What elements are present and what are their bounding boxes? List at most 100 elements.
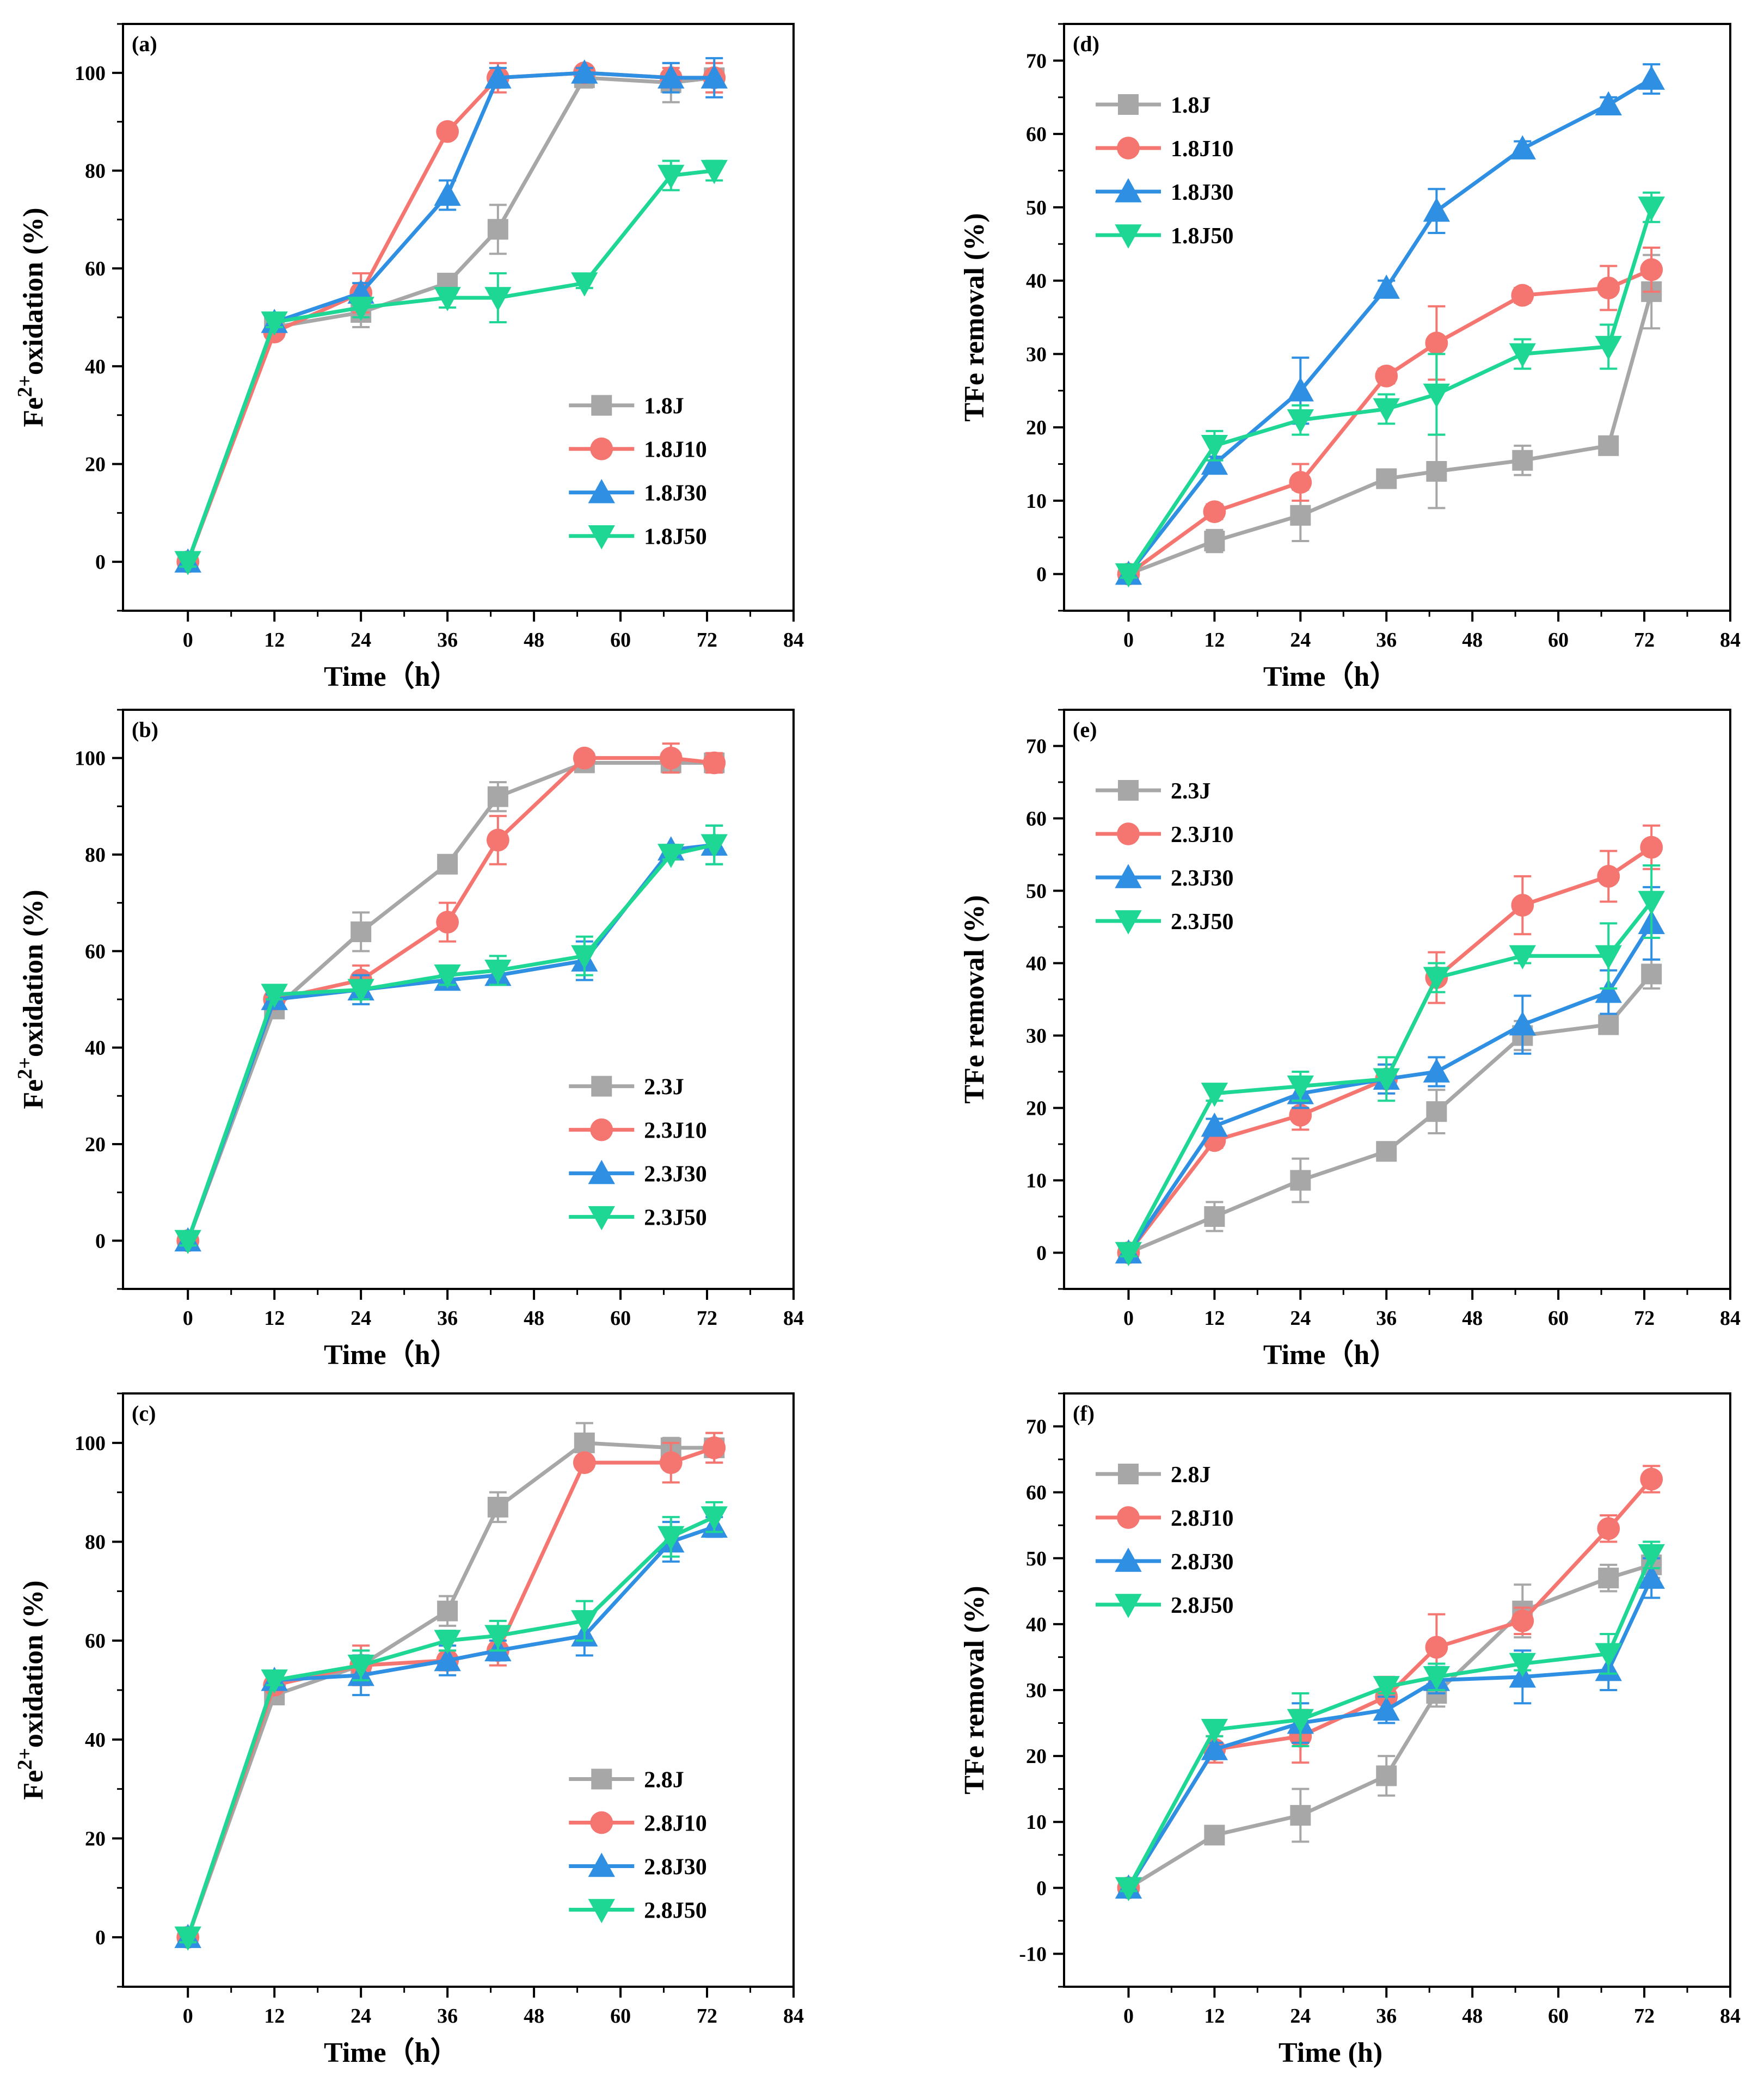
data-point-1.8J10 — [1203, 500, 1226, 523]
x-tick-label: 0 — [183, 629, 193, 652]
x-tick-label: 72 — [697, 1307, 717, 1330]
data-point-2.3J — [1598, 1014, 1619, 1035]
x-tick-label: 48 — [1462, 629, 1483, 652]
data-point-2.3J10 — [486, 828, 509, 852]
data-point-2.8J — [574, 1432, 595, 1453]
y-axis-title: TFe removal (%) — [959, 1586, 990, 1794]
panel-label: (b) — [132, 717, 158, 742]
y-tick-label: 40 — [1026, 953, 1047, 975]
series-line-1.8J30 — [1127, 77, 1653, 575]
panel-e: 0 12 24 36 48 60 72 84 0 10 20 30 40 50 60 70 Time（h） TFe… — [959, 709, 1741, 1371]
data-point-2.8J10 — [1640, 1467, 1663, 1491]
x-tick-label: 12 — [264, 2005, 285, 2028]
x-tick-label: 24 — [1290, 2005, 1311, 2028]
y-tick-label: 70 — [1026, 1416, 1047, 1439]
data-point-1.8J30 — [1287, 377, 1314, 402]
x-tick-label: 12 — [1204, 1307, 1225, 1330]
data-point-1.8J — [1512, 450, 1533, 471]
legend-marker — [591, 395, 612, 416]
series-line-1.8J10 — [1127, 268, 1652, 576]
panel-f: 0 12 24 36 48 60 72 84 -10 0 10 20 30 40 50 60 70 Time (h… — [959, 1392, 1741, 2068]
y-axis-title: Fe2+oxidation (%) — [14, 207, 49, 427]
data-point-2.8J30 — [1638, 1564, 1665, 1589]
data-point-1.8J30 — [1638, 65, 1665, 90]
x-tick-label: 84 — [783, 2005, 804, 2028]
data-point-2.8J50 — [434, 1630, 461, 1654]
x-tick-label: 48 — [524, 1307, 544, 1330]
data-point-1.8J50 — [261, 311, 288, 336]
data-point-2.3J50 — [1509, 945, 1536, 969]
legend-marker — [588, 1852, 615, 1877]
data-point-2.8J50 — [1373, 1676, 1400, 1700]
data-point-2.8J — [1204, 1825, 1225, 1846]
data-point-2.8J30 — [1373, 1696, 1400, 1721]
data-point-1.8J10 — [1425, 331, 1448, 355]
data-point-1.8J30 — [571, 59, 598, 84]
data-point-2.8J50 — [657, 1526, 685, 1551]
data-point-1.8J50 — [1287, 409, 1314, 434]
x-tick-label: 24 — [1290, 629, 1311, 652]
legend-label: 2.8J10 — [644, 1811, 707, 1837]
plot-frame — [122, 23, 795, 612]
y-axis-title: TFe removal (%) — [959, 895, 990, 1103]
series-line-2.8J — [186, 1441, 715, 1938]
y-tick-label: 40 — [85, 1729, 106, 1752]
x-tick-label: 12 — [264, 629, 285, 652]
data-point-1.8J50 — [434, 287, 461, 311]
series-line-2.3J10 — [1127, 845, 1653, 1254]
data-point-1.8J10 — [436, 120, 459, 143]
data-point-2.3J50 — [1115, 1242, 1142, 1267]
data-point-2.8J50 — [347, 1654, 374, 1679]
data-point-2.8J50 — [1287, 1709, 1314, 1734]
y-tick-label: 40 — [1026, 270, 1047, 293]
data-point-2.8J10 — [659, 1451, 683, 1475]
data-point-2.8J — [487, 1496, 508, 1518]
data-point-2.8J50 — [1595, 1643, 1622, 1668]
data-point-2.8J30 — [1201, 1736, 1228, 1760]
panel-d: 0 12 24 36 48 60 72 84 0 10 20 30 40 50 60 70 Time（h） TFe… — [959, 23, 1741, 692]
data-point-1.8J30 — [657, 64, 685, 89]
series-line-2.8J — [1127, 1563, 1652, 1890]
y-tick-label: -10 — [1019, 1943, 1047, 1966]
data-point-2.3J10 — [1289, 1103, 1312, 1127]
legend-label: 2.3J — [644, 1075, 684, 1100]
data-point-2.8J10 — [1425, 1636, 1448, 1659]
x-tick-label: 24 — [1290, 1307, 1311, 1330]
data-point-2.8J50 — [571, 1610, 598, 1635]
legend-marker — [588, 1899, 615, 1924]
data-point-2.3J50 — [1595, 945, 1622, 969]
data-point-2.8J — [1376, 1765, 1397, 1786]
x-tick-label: 60 — [1548, 2005, 1569, 2028]
data-point-1.8J — [1598, 435, 1619, 456]
y-tick-label: 0 — [95, 1230, 106, 1252]
legend-label: 2.8J10 — [1171, 1506, 1234, 1531]
legend-marker — [588, 1159, 615, 1184]
data-point-2.8J10 — [573, 1451, 596, 1475]
data-point-1.8J50 — [700, 159, 728, 185]
y-tick-label: 20 — [1026, 416, 1047, 439]
legend-marker — [588, 1206, 615, 1231]
x-tick-label: 48 — [524, 629, 544, 652]
data-point-1.8J30 — [1509, 135, 1536, 159]
data-point-1.8J50 — [1201, 435, 1228, 459]
x-tick-label: 36 — [437, 2005, 458, 2028]
x-tick-label: 72 — [1634, 1307, 1655, 1330]
y-tick-label: 10 — [1026, 1170, 1047, 1193]
legend-marker — [1118, 1464, 1139, 1484]
x-tick-label: 12 — [1204, 2005, 1225, 2028]
legend-label: 2.8J30 — [644, 1855, 707, 1880]
data-point-2.3J — [351, 921, 372, 942]
data-point-2.3J50 — [1287, 1075, 1314, 1100]
y-tick-label: 80 — [85, 160, 106, 183]
data-point-2.3J50 — [434, 964, 461, 989]
legend-marker — [1115, 910, 1142, 935]
x-tick-label: 84 — [1720, 1307, 1741, 1330]
x-tick-label: 48 — [1462, 2005, 1483, 2028]
series-line-2.8J10 — [1127, 1478, 1653, 1889]
data-point-2.3J10 — [703, 751, 726, 775]
x-tick-label: 36 — [1376, 1307, 1397, 1330]
legend-label: 1.8J — [644, 394, 684, 419]
y-tick-label: 60 — [85, 1630, 106, 1653]
y-tick-label: 40 — [1026, 1613, 1047, 1636]
data-point-2.3J50 — [1638, 890, 1665, 916]
